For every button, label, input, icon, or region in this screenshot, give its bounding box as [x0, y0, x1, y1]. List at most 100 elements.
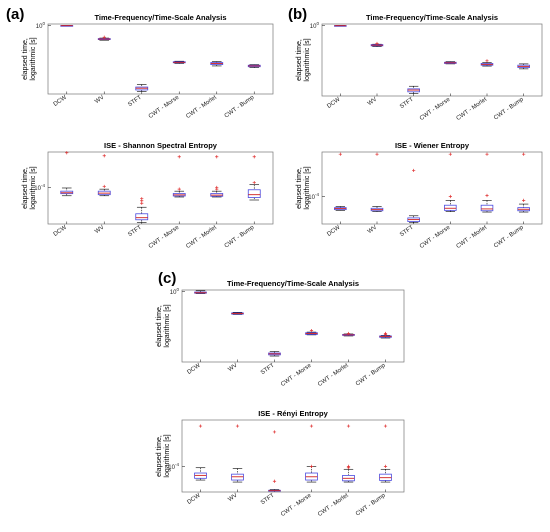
box [480, 204, 494, 212]
chart-title: Time-Frequency/Time-Scale Analysis [226, 279, 359, 288]
outlier-point [252, 155, 256, 159]
outlier-point [309, 329, 314, 333]
y-axis-label: elapsed time, logarithmic [s] [296, 38, 311, 82]
outlier-point [235, 424, 240, 428]
boxplot-svg: 100 DCW WV STFT CWT - Morse CWT - Morlet CWT -… [310, 21, 543, 122]
outlier-point [215, 185, 219, 190]
x-tick-label: CWT - Bump [355, 492, 387, 517]
box [444, 204, 457, 211]
panel-a-label: (a) [6, 6, 25, 23]
x-tick-label: STFT [127, 95, 143, 109]
x-tick-label: CWT - Bump [224, 224, 256, 249]
x-tick-label: CWT - Morlet [456, 97, 489, 122]
chart-title: Time-Frequency/Time-Scale Analysis [94, 13, 227, 22]
boxplot-svg: 100 DCW WV STFT CWT - Morse CWT - Morlet CWT -… [36, 21, 274, 120]
outlier-point [522, 152, 526, 156]
outlier-point [65, 151, 69, 155]
x-tick-label: CWT - Morse [419, 224, 452, 250]
outlier-point [215, 155, 219, 159]
chart-title: ISE - Shannon Spectral Entropy [104, 141, 217, 150]
outlier-point [485, 59, 489, 63]
x-tick-label: CWT - Bump [355, 362, 387, 387]
x-tick-label: STFT [399, 97, 415, 111]
outlier-point [383, 464, 388, 468]
outlier-point [198, 424, 203, 428]
x-tick-label: STFT [399, 225, 415, 239]
x-tick-label: CWT - Morlet [456, 225, 489, 250]
x-tick-label: DCW [186, 493, 201, 506]
y-tick-label: 10-4 [308, 192, 319, 201]
outlier-point [346, 331, 351, 336]
outlier-point [448, 194, 452, 199]
x-tick-label: CWT - Morse [148, 94, 181, 120]
plot-frame [321, 151, 543, 225]
outlier-point [272, 479, 277, 483]
x-tick-label: DCW [326, 97, 341, 110]
x-tick-label: CWT - Bump [493, 224, 525, 249]
x-tick-label: CWT - Morse [280, 362, 313, 388]
outlier-point [485, 193, 489, 198]
y-tick-label: 100 [310, 21, 320, 30]
x-tick-label: CWT - Morlet [317, 493, 350, 518]
outlier-point [140, 197, 144, 201]
x-tick-label: CWT - Morlet [185, 225, 218, 250]
outlier-point [383, 424, 388, 428]
panel-c-label: (c) [158, 270, 177, 287]
plot-frame [47, 151, 274, 225]
outlier-point [448, 152, 452, 156]
boxplot-svg: 10-4 DCW WV STFT CWT - Morse CWT - Morlet CWT … [34, 151, 274, 250]
y-tick-label: 100 [36, 21, 46, 30]
boxplot-svg: 100 DCW WV STFT CWT - Morse CWT - Morlet CWT -… [170, 287, 405, 388]
x-tick-label: DCW [53, 225, 68, 238]
chart-title: ISE - Rényi Entropy [258, 409, 328, 418]
outlier-point [102, 184, 106, 189]
x-tick-label: WV [367, 225, 378, 235]
outlier-point [272, 430, 277, 434]
y-axis-label: elapsed time, logarithmic [s] [296, 166, 311, 210]
plot-frame [47, 23, 274, 95]
y-axis-label: elapsed time, logarithmic [s] [156, 434, 171, 478]
box [370, 207, 384, 212]
y-tick-label: 10-4 [168, 462, 179, 471]
outlier-point [102, 154, 106, 158]
outlier-point [346, 464, 351, 468]
x-tick-label: WV [94, 225, 105, 235]
y-axis-label: elapsed time, logarithmic [s] [156, 304, 171, 348]
x-tick-label: DCW [53, 95, 68, 108]
boxplot-svg: 10-4 DCW WV STFT CWT - Morse CWT - Morlet CWT … [168, 419, 405, 518]
outlier-point [522, 198, 526, 203]
plot-frame [181, 289, 405, 363]
box [407, 88, 420, 93]
outlier-point [309, 464, 314, 468]
plot-frame [181, 419, 405, 493]
outlier-point [375, 152, 379, 156]
x-tick-label: WV [367, 97, 378, 107]
chart-title: Time-Frequency/Time-Scale Analysis [365, 13, 498, 22]
box [247, 189, 261, 198]
plot-frame [321, 23, 543, 97]
panel-b-label: (b) [288, 6, 308, 23]
x-tick-label: DCW [186, 363, 201, 376]
x-tick-label: CWT - Bump [493, 96, 525, 121]
box [407, 217, 420, 222]
y-tick-label: 10-4 [34, 183, 45, 192]
outlier-point [485, 152, 489, 156]
x-tick-label: STFT [260, 363, 276, 377]
y-tick-label: 100 [170, 287, 180, 296]
outlier-point [383, 331, 388, 336]
x-tick-label: DCW [326, 225, 341, 238]
x-tick-label: CWT - Morlet [317, 363, 350, 388]
y-axis-label: elapsed time, logarithmic [s] [22, 37, 37, 81]
chart-title: ISE - Wiener Entropy [394, 141, 470, 150]
x-tick-label: CWT - Morse [419, 96, 452, 122]
outlier-point [346, 424, 351, 428]
outlier-point [252, 180, 256, 185]
x-tick-label: WV [94, 95, 105, 105]
x-tick-label: CWT - Morlet [185, 95, 218, 120]
box [135, 213, 149, 221]
outlier-point [309, 424, 314, 428]
outlier-point [375, 41, 379, 46]
x-tick-label: WV [227, 363, 238, 373]
x-tick-label: WV [227, 493, 238, 503]
x-tick-label: STFT [127, 225, 143, 239]
